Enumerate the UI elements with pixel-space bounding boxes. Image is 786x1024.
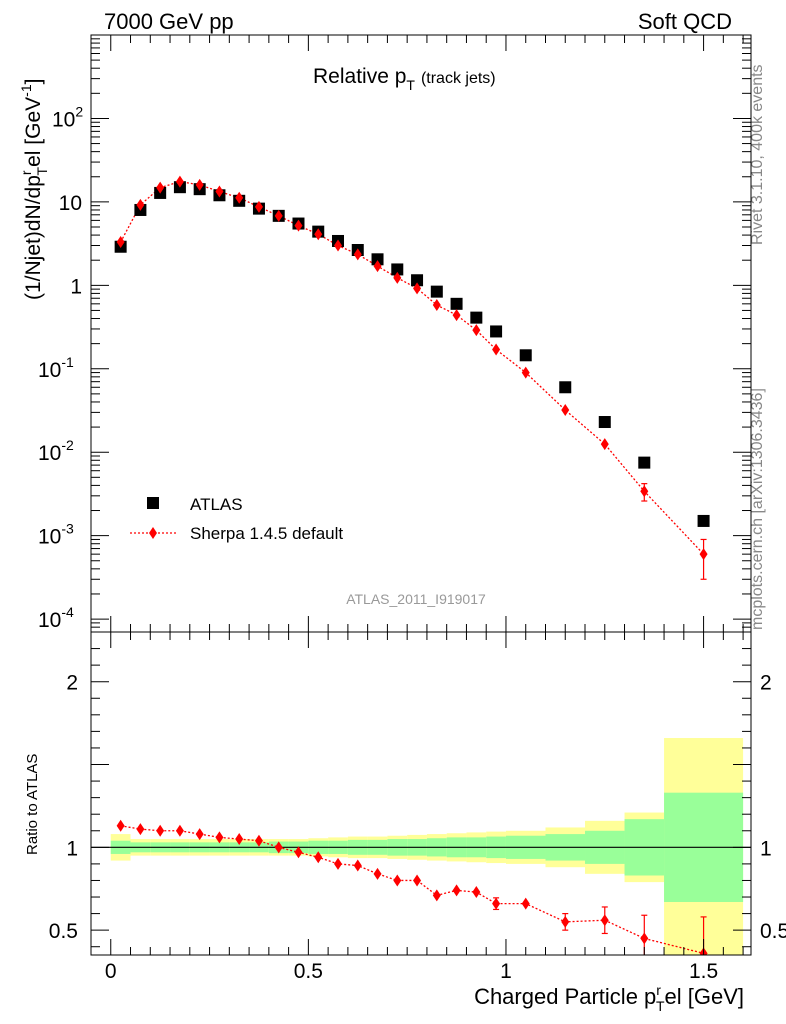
sherpa-point [432,299,441,312]
legend: ATLAS Sherpa 1.4.5 default [130,495,343,543]
y-tick-label: 102 [52,103,83,131]
ratio-sherpa-point [215,831,224,844]
sherpa-point [156,181,165,194]
sherpa-point [195,178,204,191]
atlas-point [598,416,611,429]
ratio-sherpa-point [156,824,165,837]
sherpa-point [472,324,481,337]
ratio-sherpa-point [472,886,481,899]
ratio-sherpa-point [413,874,422,887]
atlas-point [430,285,443,298]
ratio-y-tick-label-right: 1 [760,837,772,860]
ratio-y-tick-label-right: 2 [760,672,772,695]
ratio-y-axis-label: Ratio to ATLAS [24,754,41,855]
ratio-sherpa-point [274,841,283,854]
y-tick-label: 10 [59,192,82,215]
legend-sherpa-marker [149,527,157,539]
ratio-sherpa-point [640,932,649,945]
ratio-sherpa-point [195,828,204,841]
ratio-y-tick-label: 1 [66,837,78,860]
ratio-panel-content [91,738,751,955]
ratio-sherpa-point [334,857,343,870]
ratio-sherpa-point [353,859,362,872]
sherpa-point [699,548,708,561]
legend-atlas-label: ATLAS [190,495,243,514]
sherpa-point [116,236,125,249]
sherpa-point [314,228,323,241]
ratio-sherpa-point [452,884,461,897]
x-tick-label: 1.5 [689,960,718,983]
sherpa-point [393,271,402,284]
ratio-sherpa-point [235,833,244,846]
legend-atlas-marker [147,497,159,509]
ratio-sherpa-point [561,915,570,928]
header-energy-label: 7000 GeV pp [104,9,234,34]
ratio-sherpa-point [393,874,402,887]
sherpa-point [235,191,244,204]
y-tick-label: 10-1 [38,354,74,382]
sherpa-point [353,248,362,261]
plot-title: Relative pT (track jets) [313,65,496,93]
main-panel-content [114,175,710,580]
atlas-point [638,456,651,469]
analysis-tag: ATLAS_2011_I919017 [346,591,486,607]
sherpa-point [334,239,343,252]
y-axis-label: (1/Njet)dN/dprTel [GeV-1] [18,79,50,300]
sherpa-point [640,485,649,498]
ratio-sherpa-point [294,846,303,859]
sherpa-point [136,198,145,211]
y-tick-label: 10-2 [38,437,74,465]
ratio-sherpa-point [492,897,501,910]
y-tick-label: 10-3 [38,521,74,549]
atlas-point [519,349,532,362]
atlas-point [391,263,404,276]
x-tick-label: 0 [105,960,117,983]
ratio-y-tick-label: 2 [66,672,78,695]
x-axis-label: Charged Particle pr Tel [GeV] [474,982,744,1014]
rivet-version-label: Rivet 3.1.10, 400k events [749,64,766,245]
ratio-y-tick-label-right: 0.5 [760,920,786,943]
x-tick-label: 0.5 [294,960,323,983]
atlas-point [450,297,463,310]
ratio-sherpa-point [116,819,125,832]
ratio-sherpa-point [432,889,441,902]
sherpa-point [492,343,501,356]
sherpa-point [600,438,609,451]
ratio-sherpa-point [521,897,530,910]
header-category-label: Soft QCD [638,9,732,34]
mcplots-reference-label: mcplots.cern.ch [arXiv:1306.3436] [749,388,766,630]
x-tick-label: 1 [500,960,512,983]
ratio-frame [90,631,752,956]
ratio-sherpa-point [314,851,323,864]
atlas-point [411,274,424,287]
atlas-point [490,325,503,338]
atlas-point [371,253,384,266]
main-axes: 10-4 10-3 10-2 10-1 1 10 102 [38,34,752,633]
sherpa-point [254,200,263,213]
sherpa-point [215,185,224,198]
atlas-point [697,514,710,527]
y-tick-label: 1 [70,275,82,298]
ratio-sherpa-point [136,823,145,836]
sherpa-point [274,209,283,222]
atlas-point [559,381,572,394]
ratio-axes: 0 0.5 1 1.5 0.5 0.5 1 1 2 2 [49,631,786,983]
sherpa-point [175,175,184,188]
sherpa-point [413,282,422,295]
ratio-y-tick-label: 0.5 [49,920,78,943]
sherpa-point [452,309,461,322]
ratio-sherpa-point [373,867,382,880]
legend-sherpa-label: Sherpa 1.4.5 default [190,524,343,543]
atlas-point [470,311,483,324]
sherpa-point [373,260,382,273]
ratio-sherpa-point [254,834,263,847]
y-tick-label: 10-4 [38,604,74,632]
ratio-sherpa-point [600,914,609,927]
sherpa-point [561,404,570,417]
ratio-sherpa-point [175,824,184,837]
sherpa-point [521,366,530,379]
sherpa-point [294,219,303,232]
